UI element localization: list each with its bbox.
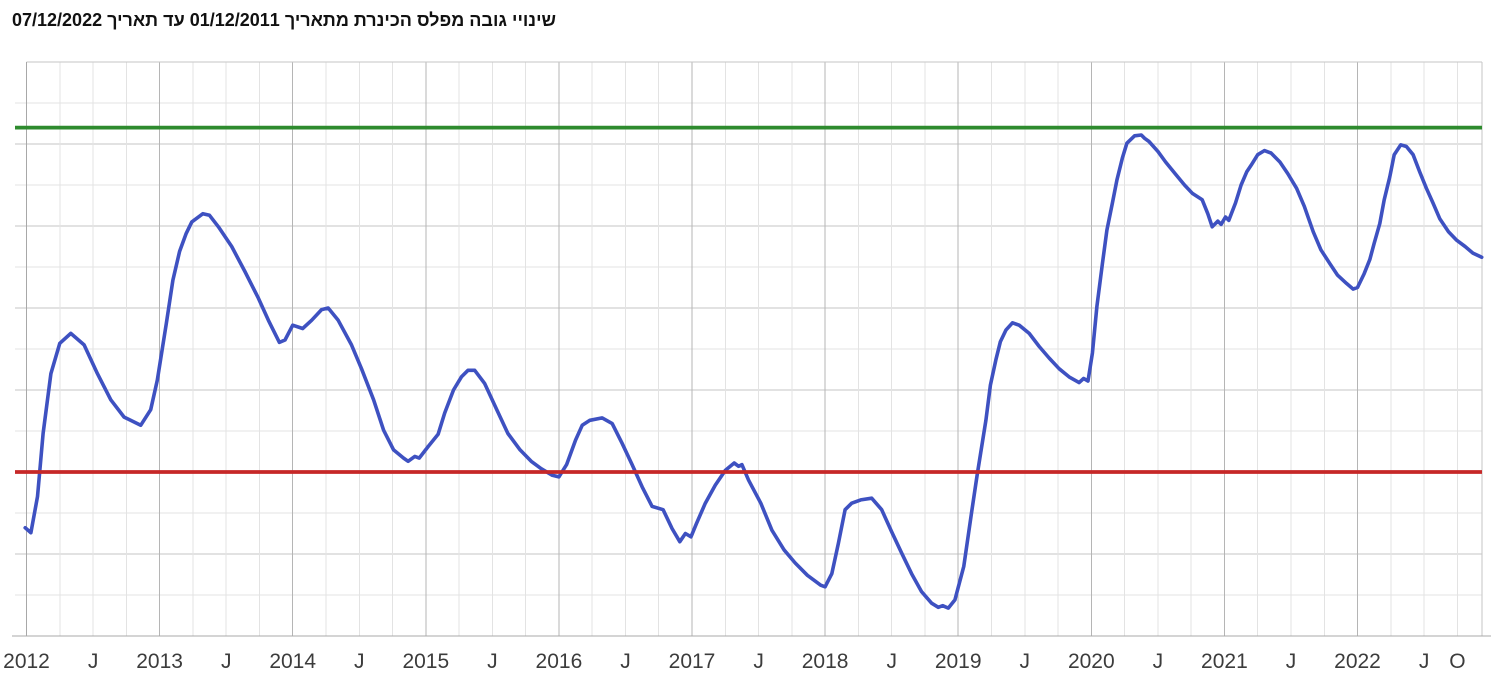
x-axis-tick-label: J (1153, 650, 1164, 673)
x-axis-tick-label: 2020 (1068, 650, 1115, 673)
x-axis-tick-label: 2022 (1334, 650, 1381, 673)
x-axis-tick-label: 2016 (536, 650, 583, 673)
x-axis-tick-label: J (354, 650, 365, 673)
x-axis-tick-label: 2012 (3, 650, 50, 673)
x-axis-tick-label: 2014 (269, 650, 316, 673)
x-axis-tick-label: 2019 (935, 650, 982, 673)
x-axis-tick-label: J (221, 650, 232, 673)
x-axis-tick-label: 2017 (669, 650, 716, 673)
x-axis-tick-label: J (753, 650, 764, 673)
x-axis-tick-label: J (1020, 650, 1031, 673)
x-axis-tick-label: J (886, 650, 897, 673)
water-level-series-line (23, 133, 1484, 610)
x-axis-tick-label: J (1286, 650, 1297, 673)
x-axis-tick-label: J (620, 650, 631, 673)
x-axis-tick-label: 2018 (802, 650, 849, 673)
x-axis-tick-label: J (487, 650, 498, 673)
x-axis-tick-label: 2013 (136, 650, 183, 673)
x-axis-tick-label: J (88, 650, 99, 673)
x-axis-tick-label: 2015 (402, 650, 449, 673)
x-axis-tick-label: 2021 (1201, 650, 1248, 673)
chart-title: שינויי גובה מפלס הכינרת מתאריך 01/12/201… (12, 10, 556, 30)
x-axis-tick-label: J (1419, 650, 1430, 673)
x-axis-tick-label: O (1449, 650, 1465, 673)
